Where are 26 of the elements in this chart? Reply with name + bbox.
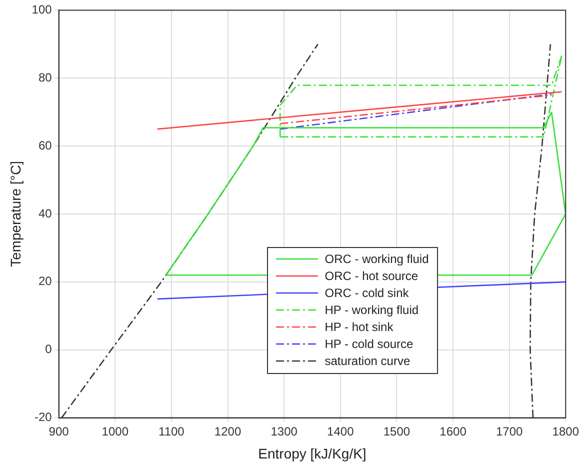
legend-label: ORC - working fluid — [324, 252, 429, 266]
x-tick-label: 1000 — [102, 424, 129, 438]
legend-label: ORC - hot source — [324, 269, 418, 284]
y-tick-label: 60 — [38, 138, 52, 152]
x-tick-label: 1700 — [496, 424, 524, 438]
legend-label: HP - cold source — [324, 337, 414, 352]
x-tick-label: 1400 — [327, 424, 354, 438]
x-axis-title: Entropy [kJ/Kg/K] — [258, 445, 366, 462]
x-tick-label: 1200 — [214, 424, 242, 438]
y-tick-label: 100 — [32, 2, 52, 17]
legend-label: saturation curve — [324, 354, 410, 368]
y-axis-title: Temperature [°C] — [7, 161, 24, 267]
x-tick-label: 1800 — [552, 424, 580, 438]
y-tick-label: 40 — [38, 206, 52, 220]
y-tick-label: 20 — [38, 274, 52, 288]
y-tick-label: 80 — [38, 70, 52, 84]
legend-label: HP - working fluid — [324, 303, 419, 318]
x-tick-label: 1600 — [440, 424, 467, 438]
x-tick-label: 1500 — [383, 424, 410, 438]
legend-label: ORC - cold sink — [324, 286, 409, 300]
y-tick-label: 0 — [45, 342, 52, 356]
legend-label: HP - hot sink — [324, 320, 394, 334]
x-tick-label: 1300 — [270, 424, 298, 438]
y-tick-label: -20 — [34, 410, 52, 424]
x-tick-label: 1100 — [158, 424, 185, 438]
x-tick-label: 900 — [48, 424, 70, 438]
